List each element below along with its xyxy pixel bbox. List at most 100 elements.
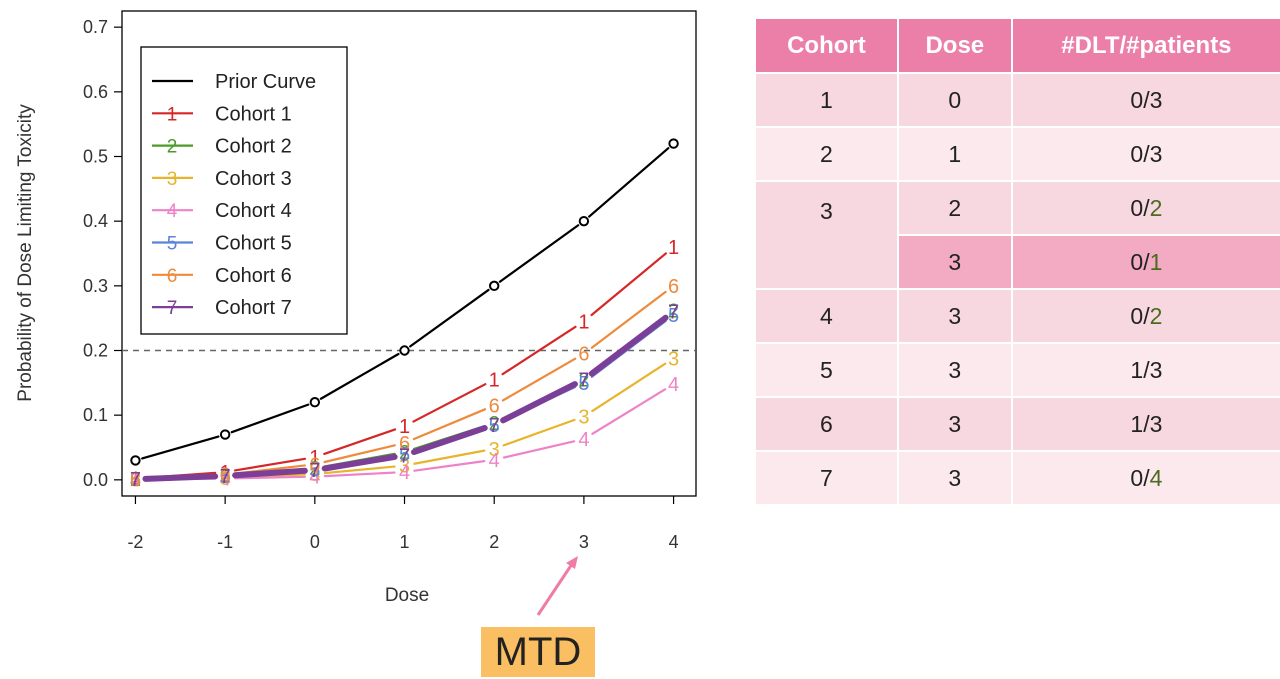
data-point: 6: [309, 454, 320, 476]
patient-count: 3: [1149, 356, 1163, 383]
series-line: [500, 381, 578, 424]
data-point: 7: [220, 466, 231, 488]
data-point: 1: [668, 237, 679, 259]
dose-cell: 3: [897, 234, 1013, 289]
x-tick-label: 2: [489, 532, 499, 552]
series-line: [591, 388, 667, 435]
data-point: 2: [578, 370, 589, 392]
dlt-cell: 0/1: [1011, 234, 1280, 289]
legend-label: Prior Curve: [215, 71, 316, 93]
series-line: [502, 440, 576, 459]
header-dose: Dose: [897, 19, 1013, 73]
data-point: 2: [220, 466, 231, 488]
header-dlt-patients: #DLT/#patients: [1011, 19, 1280, 73]
data-point: 1: [220, 462, 231, 484]
y-tick-label: 0.1: [83, 405, 108, 425]
cohort-cell: 6: [756, 396, 899, 451]
data-point: 6: [489, 395, 500, 417]
mtd-arrow-shaft: [536, 560, 576, 616]
series-line: [321, 453, 398, 472]
data-point: 7: [309, 460, 320, 482]
data-point: 5: [309, 459, 320, 481]
dlt-count: 0/: [1130, 194, 1150, 221]
series-line: [413, 449, 486, 465]
series-line: [498, 224, 580, 283]
x-tick-label: 4: [669, 532, 679, 552]
data-point: 1: [578, 311, 589, 333]
mtd-label: MTD: [481, 627, 595, 677]
legend-label: Cohort 4: [215, 200, 292, 222]
y-tick-label: 0.7: [83, 17, 108, 37]
y-tick-label: 0.6: [83, 82, 108, 102]
header-cohort: Cohort: [756, 19, 899, 73]
dose-cell: 0: [897, 72, 1013, 127]
dose-cell: 3: [897, 450, 1013, 504]
legend-marker: 1: [167, 104, 178, 125]
data-point: 4: [668, 374, 679, 396]
data-point: 5: [130, 469, 141, 491]
data-point: 7: [130, 469, 141, 491]
data-point: 5: [489, 415, 500, 437]
y-tick-label: 0.5: [83, 147, 108, 167]
x-tick-label: 3: [579, 532, 589, 552]
series-line: [413, 460, 486, 472]
series-line: [141, 435, 220, 460]
dlt-cell: 0/4: [1011, 450, 1280, 504]
legend-marker: 3: [167, 169, 178, 190]
patient-count: 2: [1149, 302, 1163, 329]
data-point: 1: [489, 370, 500, 392]
data-point: 3: [489, 439, 500, 461]
data-point: 7: [668, 302, 679, 324]
data-point: 6: [130, 469, 141, 491]
patient-count: 3: [1149, 140, 1163, 167]
data-point: 2: [130, 469, 141, 491]
series-line: [501, 325, 577, 376]
y-tick-label: 0.2: [83, 341, 108, 361]
series-line: [502, 418, 576, 447]
table-row: 3 0/1: [756, 234, 1280, 289]
data-point: 1: [130, 469, 141, 491]
cohort-cell: 7: [756, 450, 899, 504]
mtd-arrow-head: [566, 556, 578, 569]
patient-count: 2: [1149, 194, 1163, 221]
legend-box: [140, 46, 348, 335]
data-point: [219, 429, 231, 440]
dose-toxicity-chart: 0.00.10.20.30.40.50.60.7-2 -1 0 1 2 3 41 111111…: [15, 10, 697, 616]
dose-cell: 3: [897, 396, 1013, 451]
legend-label: Cohort 6: [215, 265, 292, 287]
plot-frame: [121, 10, 697, 497]
dose-cell: 3: [897, 288, 1013, 343]
data-point: 6: [220, 465, 231, 487]
legend-marker: 4: [167, 201, 178, 222]
series-line: [590, 290, 667, 349]
dlt-cell: 0/2: [1011, 180, 1280, 235]
table-row: 6 3 1/3: [756, 396, 1280, 451]
data-point: 4: [578, 429, 589, 451]
dlt-count: 0/: [1130, 302, 1150, 329]
data-point: 2: [668, 300, 679, 322]
series-line: [323, 471, 396, 478]
data-point: 4: [489, 450, 500, 472]
series-line: [323, 465, 396, 475]
dlt-count: 0/: [1130, 248, 1150, 275]
legend: Prior Curve 1 Cohort 1 2 Cohort 2 3 Cohort 3 4 C…: [140, 46, 348, 335]
dlt-cell: 1/3: [1011, 396, 1280, 451]
legend-marker: 6: [167, 266, 178, 287]
y-tick-label: 0.3: [83, 276, 108, 296]
series-line: [142, 473, 219, 482]
data-point: 2: [399, 442, 410, 464]
legend-label: Cohort 1: [215, 103, 292, 125]
data-point: 7: [489, 415, 500, 437]
cohort-cell: 5: [756, 342, 899, 397]
series-line: [588, 147, 670, 218]
table-header-row: Cohort Dose #DLT/#patients: [756, 19, 1280, 73]
patient-count: 3: [1149, 86, 1163, 113]
x-tick-label: 0: [310, 532, 320, 552]
series-line: [412, 383, 487, 423]
legend-marker: 5: [167, 234, 178, 255]
data-point: 3: [399, 456, 410, 478]
series-line: [323, 444, 396, 464]
data-point: 2: [309, 458, 320, 480]
table-row: 4 3 0/2: [756, 288, 1280, 343]
series-line: [412, 408, 487, 441]
